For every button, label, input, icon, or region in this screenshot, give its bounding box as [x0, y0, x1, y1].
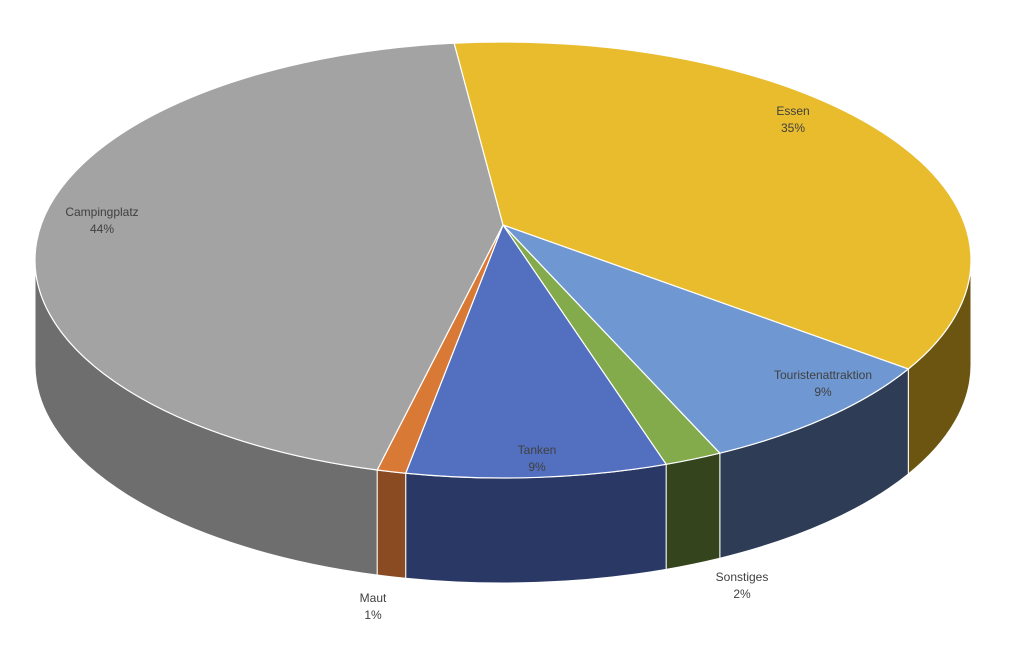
slice-side: [665, 452, 721, 570]
slice-label: Touristenattraktion: [774, 368, 872, 382]
slice-value-label: 44%: [90, 222, 114, 236]
slice: [404, 223, 668, 479]
slice: [453, 41, 972, 370]
slice-label: Tanken: [518, 443, 557, 457]
slice-value-label: 2%: [733, 587, 751, 601]
slice-label: Sonstiges: [716, 570, 769, 584]
slice-value-label: 1%: [364, 608, 382, 622]
slice: [34, 42, 504, 471]
slice-value-label: 35%: [781, 121, 805, 135]
slice-label: Campingplatz: [65, 205, 138, 219]
slice-value-label: 9%: [528, 460, 546, 474]
slice-label: Essen: [776, 104, 809, 118]
slice-side: [376, 469, 407, 579]
slice: [502, 224, 910, 454]
slice-side: [405, 463, 667, 584]
slice-label: Maut: [360, 591, 387, 605]
slice-value-label: 9%: [814, 385, 832, 399]
